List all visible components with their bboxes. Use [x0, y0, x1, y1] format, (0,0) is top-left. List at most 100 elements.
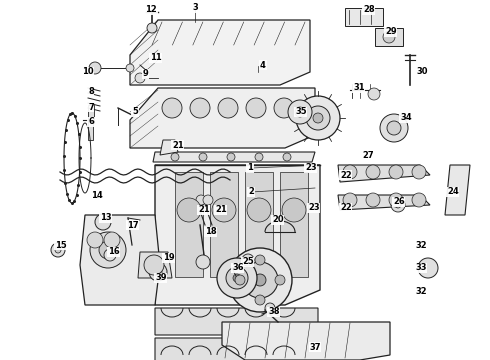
Circle shape [246, 98, 266, 118]
Circle shape [265, 303, 275, 313]
Circle shape [104, 232, 120, 248]
Circle shape [149, 263, 167, 281]
Circle shape [418, 258, 438, 278]
Text: 17: 17 [127, 220, 139, 230]
Polygon shape [155, 338, 318, 360]
Circle shape [104, 249, 116, 261]
Bar [88, 120, 93, 140]
Circle shape [313, 113, 323, 123]
Circle shape [233, 274, 241, 282]
Circle shape [226, 267, 248, 289]
Polygon shape [338, 165, 430, 182]
Circle shape [343, 193, 357, 207]
Text: 32: 32 [415, 288, 427, 297]
Circle shape [255, 153, 263, 161]
Text: 39: 39 [155, 274, 167, 283]
Text: 18: 18 [205, 228, 217, 237]
Circle shape [87, 232, 103, 248]
Circle shape [366, 193, 380, 207]
Circle shape [412, 165, 426, 179]
Circle shape [296, 96, 340, 140]
Text: 16: 16 [108, 248, 120, 256]
Polygon shape [155, 165, 320, 305]
Text: 15: 15 [55, 240, 67, 249]
Circle shape [343, 165, 357, 179]
Circle shape [217, 258, 257, 298]
Circle shape [255, 295, 265, 305]
Text: 38: 38 [268, 307, 279, 316]
Bar [375, 28, 403, 46]
Circle shape [196, 195, 206, 205]
Circle shape [242, 262, 278, 298]
Text: 2: 2 [248, 188, 254, 197]
Text: 32: 32 [415, 240, 427, 249]
Text: 23: 23 [305, 163, 317, 172]
Circle shape [227, 153, 235, 161]
Text: 20: 20 [272, 216, 284, 225]
Text: 37: 37 [309, 342, 321, 351]
Circle shape [383, 31, 395, 43]
Circle shape [395, 202, 401, 208]
Circle shape [212, 198, 236, 222]
Circle shape [90, 232, 126, 268]
Circle shape [51, 243, 65, 257]
Circle shape [295, 107, 305, 117]
Text: 22: 22 [340, 171, 352, 180]
Text: 36: 36 [232, 264, 244, 273]
Circle shape [218, 98, 238, 118]
Bar [345, 8, 383, 26]
Polygon shape [138, 252, 172, 278]
Circle shape [282, 198, 306, 222]
Polygon shape [160, 140, 178, 155]
Text: 13: 13 [100, 213, 112, 222]
Circle shape [162, 98, 182, 118]
Text: 27: 27 [362, 150, 374, 159]
Text: 25: 25 [242, 257, 254, 266]
Text: 12: 12 [145, 5, 157, 14]
Circle shape [306, 106, 330, 130]
Circle shape [368, 88, 380, 100]
Text: 24: 24 [447, 188, 459, 197]
Polygon shape [130, 88, 315, 148]
Text: 22: 22 [340, 203, 352, 212]
Text: 29: 29 [385, 27, 396, 36]
Text: 10: 10 [82, 68, 94, 77]
Text: 21: 21 [172, 140, 184, 149]
Bar [245, 172, 273, 277]
Bar [88, 105, 94, 123]
Circle shape [190, 98, 210, 118]
Text: 28: 28 [363, 5, 375, 14]
Text: 21: 21 [215, 206, 227, 215]
Circle shape [199, 153, 207, 161]
Circle shape [95, 214, 111, 230]
Polygon shape [338, 195, 430, 210]
Circle shape [99, 241, 117, 259]
Polygon shape [80, 215, 160, 305]
Text: 6: 6 [88, 117, 94, 126]
Text: 9: 9 [143, 69, 149, 78]
Text: 7: 7 [88, 103, 94, 112]
Circle shape [274, 98, 294, 118]
Text: 31: 31 [353, 84, 365, 93]
Polygon shape [130, 20, 310, 85]
Text: 23: 23 [308, 203, 319, 212]
Circle shape [171, 153, 179, 161]
Circle shape [380, 114, 408, 142]
Polygon shape [155, 308, 318, 335]
Text: 14: 14 [91, 192, 103, 201]
Text: 5: 5 [132, 108, 138, 117]
Bar [280, 172, 308, 277]
Circle shape [366, 165, 380, 179]
Polygon shape [222, 322, 390, 360]
Text: 21: 21 [198, 206, 210, 215]
Circle shape [55, 247, 61, 253]
Circle shape [203, 195, 213, 205]
Circle shape [235, 275, 245, 285]
Circle shape [389, 165, 403, 179]
Bar [210, 172, 238, 277]
Text: 19: 19 [163, 253, 174, 262]
Polygon shape [153, 152, 315, 162]
Text: 35: 35 [295, 108, 307, 117]
Polygon shape [445, 165, 470, 215]
Circle shape [255, 255, 265, 265]
